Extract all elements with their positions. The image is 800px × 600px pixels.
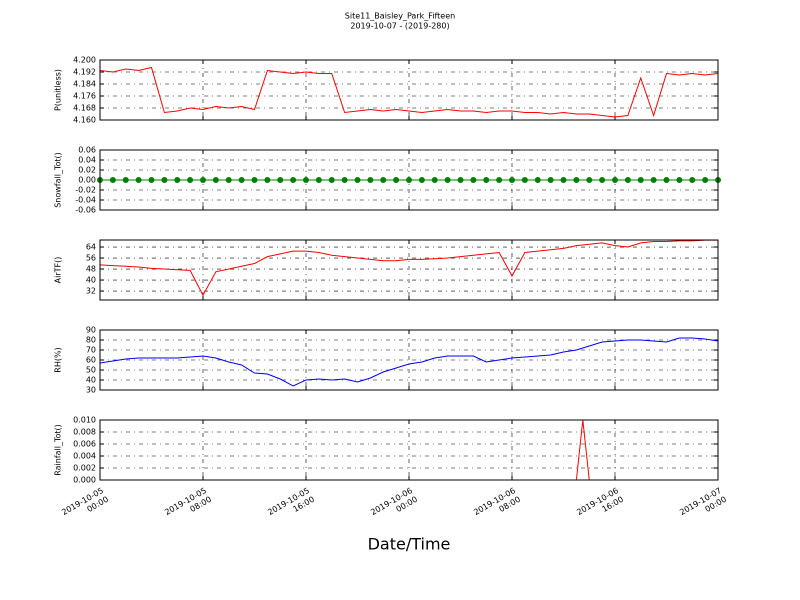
marker xyxy=(676,177,683,183)
marker xyxy=(689,177,696,183)
marker xyxy=(599,177,606,183)
chart-title: Site11_Baisley_Park_Fifteen xyxy=(345,12,455,21)
y-tick-label: 64 xyxy=(86,243,96,252)
marker xyxy=(174,177,181,183)
y-tick-label: 4.160 xyxy=(73,116,96,125)
x-axis-label: Date/Time xyxy=(368,535,451,554)
marker xyxy=(470,177,477,183)
marker xyxy=(135,177,142,183)
marker xyxy=(457,177,464,183)
y-tick-label: 60 xyxy=(86,356,96,365)
marker xyxy=(367,177,374,183)
y-axis-label: Snowfall_Tot() xyxy=(54,152,63,208)
y-tick-label: 40 xyxy=(86,276,96,285)
marker xyxy=(161,177,168,183)
marker xyxy=(560,177,567,183)
chart-subtitle: 2019-10-07 - (2019-280) xyxy=(350,22,449,31)
marker xyxy=(315,177,322,183)
y-tick-label: 32 xyxy=(86,287,96,296)
marker xyxy=(148,177,155,183)
marker xyxy=(264,177,271,183)
marker xyxy=(418,177,425,183)
y-tick-label: -0.02 xyxy=(75,186,96,195)
y-axis-label: AirTF() xyxy=(54,257,63,284)
marker xyxy=(290,177,297,183)
y-tick-label: 0.06 xyxy=(78,146,96,155)
y-tick-label: 50 xyxy=(86,366,96,375)
marker xyxy=(238,177,245,183)
marker xyxy=(624,177,631,183)
marker xyxy=(109,177,116,183)
y-axis-label: Rainfall_Tot() xyxy=(54,424,63,476)
marker xyxy=(122,177,129,183)
marker xyxy=(444,177,451,183)
marker xyxy=(187,177,194,183)
marker xyxy=(380,177,387,183)
plot-frame xyxy=(99,59,719,121)
y-tick-label: 48 xyxy=(86,265,96,274)
marker xyxy=(702,177,709,183)
y-tick-label: 4.176 xyxy=(73,92,96,101)
line xyxy=(99,337,719,387)
plot-frame xyxy=(99,149,719,211)
marker xyxy=(225,177,232,183)
y-tick-label: -0.04 xyxy=(75,196,96,205)
y-tick-label: 90 xyxy=(86,326,96,335)
marker xyxy=(406,177,412,183)
marker xyxy=(431,177,438,183)
y-tick-label: 40 xyxy=(86,376,96,385)
y-tick-label: 0.04 xyxy=(78,156,96,165)
plot-frame xyxy=(99,239,719,301)
plot-frame xyxy=(99,329,719,391)
marker xyxy=(573,177,580,183)
y-tick-label: 0.02 xyxy=(78,166,96,175)
marker xyxy=(277,177,284,183)
marker xyxy=(547,177,554,183)
plot-frame xyxy=(99,419,719,481)
y-axis-label: RH(%) xyxy=(54,347,63,372)
y-axis-label: P(unitless) xyxy=(54,69,63,111)
y-tick-label: 4.200 xyxy=(73,56,96,65)
y-tick-label: 70 xyxy=(86,346,96,355)
marker xyxy=(251,177,258,183)
y-tick-label: 4.192 xyxy=(73,68,96,77)
line xyxy=(99,66,719,118)
marker xyxy=(212,177,219,183)
y-tick-label: 0.008 xyxy=(73,428,96,437)
marker xyxy=(612,177,618,183)
marker xyxy=(496,177,503,183)
marker xyxy=(483,177,490,183)
y-tick-label: 4.184 xyxy=(73,80,96,89)
y-tick-label: -0.06 xyxy=(75,206,96,215)
marker xyxy=(637,177,644,183)
marker xyxy=(509,177,515,183)
y-tick-label: 0.006 xyxy=(73,440,96,449)
y-tick-label: 0.004 xyxy=(73,452,96,461)
y-tick-label: 56 xyxy=(86,254,96,263)
marker xyxy=(393,177,400,183)
marker xyxy=(663,177,670,183)
marker xyxy=(534,177,541,183)
marker xyxy=(586,177,593,183)
y-tick-label: 80 xyxy=(86,336,96,345)
marker xyxy=(200,177,206,183)
y-tick-label: 0.000 xyxy=(73,476,96,485)
marker xyxy=(341,177,348,183)
y-tick-label: 0.00 xyxy=(78,176,96,185)
marker xyxy=(354,177,361,183)
marker xyxy=(328,177,335,183)
y-tick-label: 0.002 xyxy=(73,464,96,473)
line xyxy=(99,239,718,297)
marker xyxy=(521,177,528,183)
y-tick-label: 4.168 xyxy=(73,104,96,113)
y-tick-label: 30 xyxy=(86,386,96,395)
marker xyxy=(303,177,309,183)
marker xyxy=(650,177,657,183)
y-tick-label: 0.010 xyxy=(73,416,96,425)
